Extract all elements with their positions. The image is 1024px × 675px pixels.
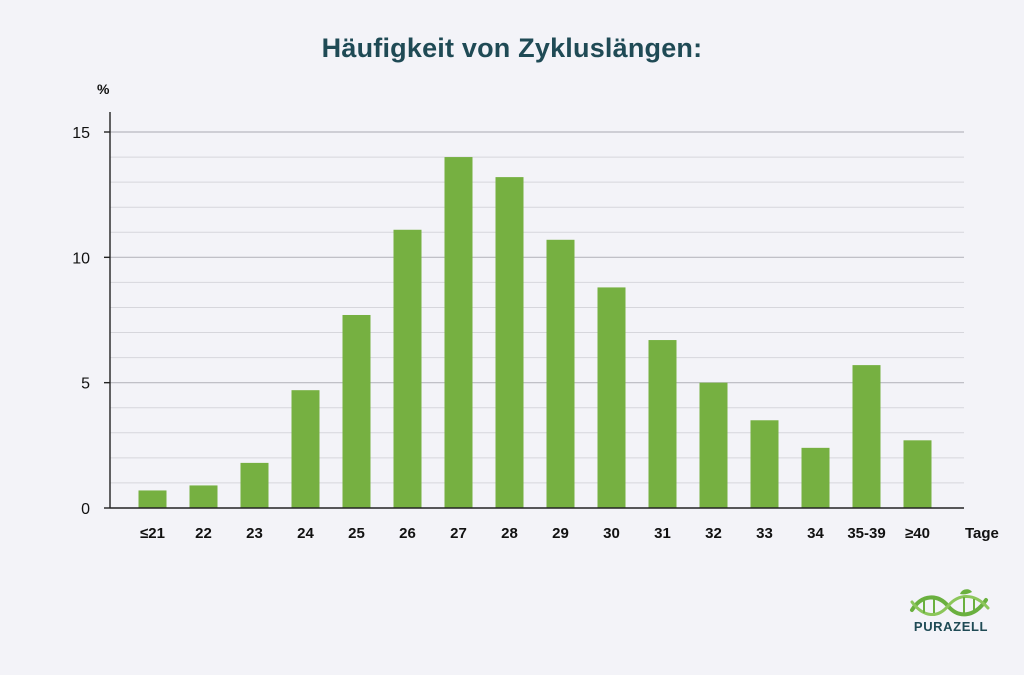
x-tick-label: 29 [552, 525, 569, 542]
bar-0 [138, 490, 167, 508]
y-tick-label: 5 [81, 376, 90, 393]
bar-7 [495, 177, 524, 508]
x-tick-label: 27 [450, 525, 467, 542]
x-tick-label: 33 [756, 525, 773, 542]
bar-9 [597, 287, 626, 508]
bar-6 [444, 157, 473, 509]
x-tick-label: 25 [348, 525, 365, 542]
x-tick-label: 23 [246, 525, 263, 542]
bar-2 [240, 462, 269, 508]
y-tick-label: 15 [72, 125, 90, 142]
x-tick-label: 35-39 [847, 525, 885, 542]
x-tick-label: 31 [654, 525, 671, 542]
bar-12 [750, 420, 779, 508]
bar-10 [648, 340, 677, 508]
x-tick-label: 28 [501, 525, 518, 542]
x-tick-label: 22 [195, 525, 212, 542]
bar-1 [189, 485, 218, 508]
bar-11 [699, 382, 728, 508]
bar-4 [342, 314, 371, 508]
x-tick-label: 32 [705, 525, 722, 542]
bar-5 [393, 229, 422, 508]
x-axis-label: Tage [965, 525, 999, 542]
logo-text: PURAZELL [913, 619, 989, 634]
leaf-dna-icon [910, 589, 990, 617]
labels: ≤21 22 23 24 25 26 27 28 29 30 31 32 33 34 35-39 ≥40 0 5 1… [72, 81, 999, 542]
y-tick-label: 10 [72, 250, 90, 267]
bars [138, 157, 932, 509]
x-tick-label: ≥40 [905, 525, 930, 542]
chart-title: Häufigkeit von Zykluslängen: [321, 33, 703, 63]
y-tick-label: 0 [81, 501, 90, 518]
bar-15 [903, 440, 932, 508]
bar-14 [852, 365, 881, 508]
x-tick-label: 30 [603, 525, 620, 542]
x-tick-label: ≤21 [140, 525, 165, 542]
purazell-logo: PURAZELL [908, 588, 994, 638]
x-tick-label: 26 [399, 525, 416, 542]
axes [104, 112, 964, 509]
gridlines [110, 131, 964, 484]
x-tick-label: 24 [297, 525, 314, 542]
bar-8 [546, 239, 575, 508]
bar-13 [801, 447, 830, 508]
y-axis-label: % [97, 81, 110, 97]
x-tick-label: 34 [807, 525, 824, 542]
bar-3 [291, 390, 320, 508]
